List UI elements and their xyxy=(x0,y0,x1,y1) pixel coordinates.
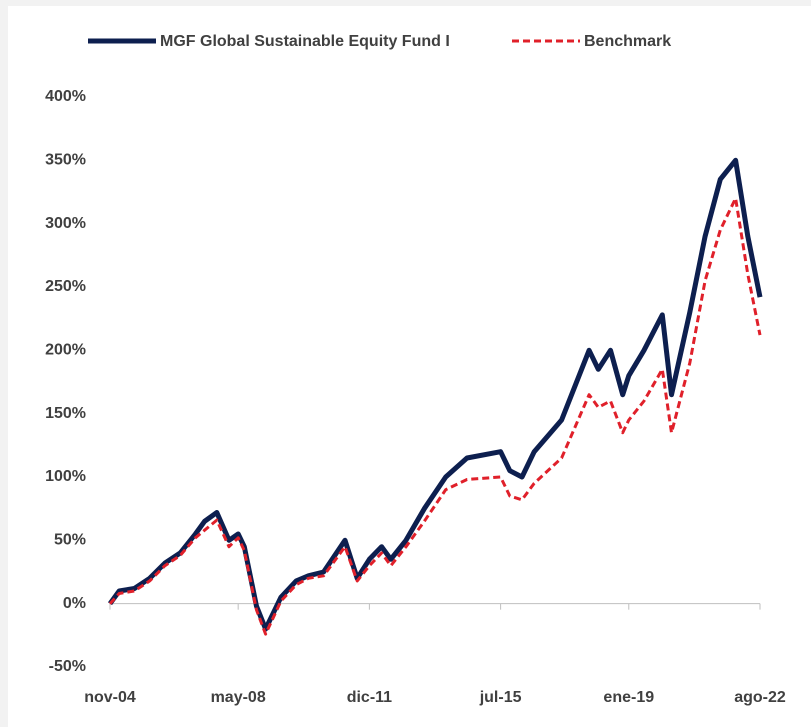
plot-background xyxy=(8,6,811,727)
series-line xyxy=(107,157,763,632)
y-tick-label: 50% xyxy=(54,532,86,549)
y-tick-label: 150% xyxy=(45,405,86,422)
y-tick-label: 100% xyxy=(45,468,86,485)
x-tick-label: jul-15 xyxy=(479,689,522,706)
legend-label: MGF Global Sustainable Equity Fund I xyxy=(160,33,450,50)
y-tick-label: 250% xyxy=(45,278,86,295)
x-tick-label: ene-19 xyxy=(603,689,654,706)
y-tick-label: -50% xyxy=(49,658,86,675)
x-tick-label: ago-22 xyxy=(734,689,786,706)
series-line xyxy=(108,196,762,636)
y-tick-label: 400% xyxy=(45,88,86,105)
legend-label: Benchmark xyxy=(584,33,671,50)
x-tick-label: nov-04 xyxy=(84,689,136,706)
x-tick-label: dic-11 xyxy=(347,689,392,706)
y-tick-label: 200% xyxy=(45,342,86,359)
y-tick-label: 300% xyxy=(45,215,86,232)
y-tick-label: 0% xyxy=(63,595,86,612)
y-tick-label: 350% xyxy=(45,152,86,169)
x-tick-label: may-08 xyxy=(211,689,266,706)
